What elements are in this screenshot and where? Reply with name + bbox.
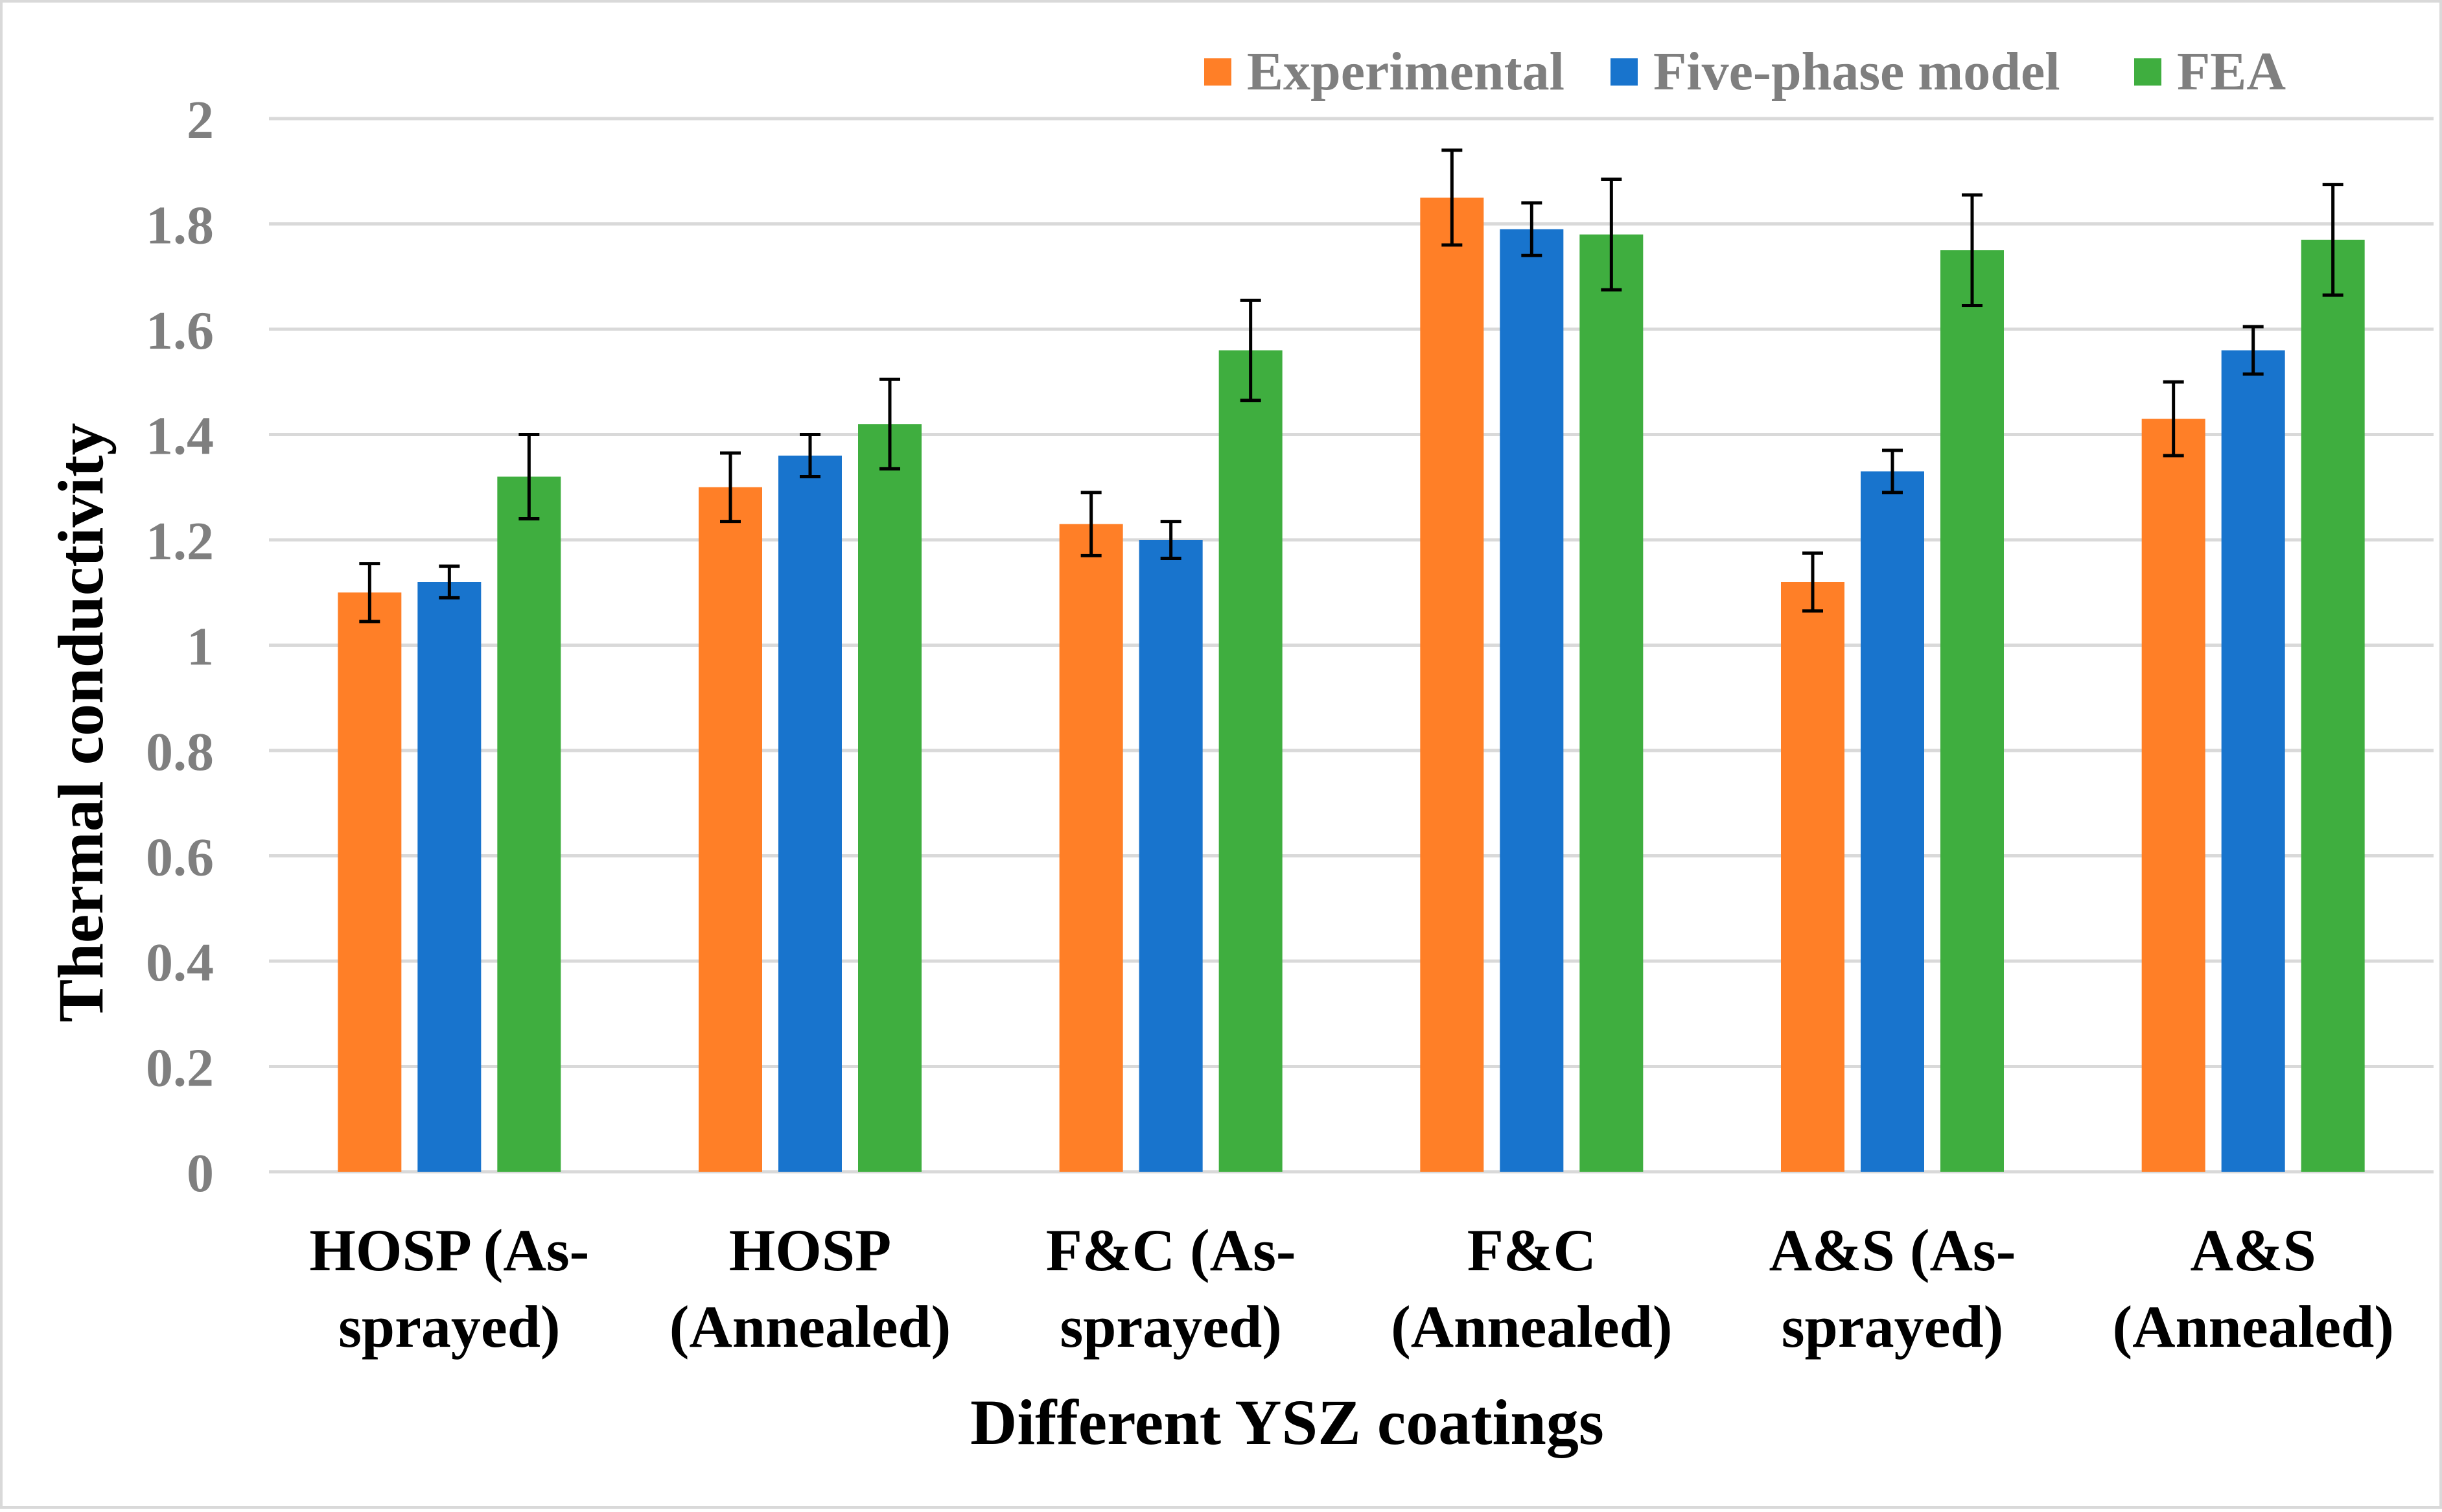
legend-label: FEA bbox=[2177, 41, 2286, 102]
y-tick-label: 0.4 bbox=[146, 933, 214, 993]
bar-experimental bbox=[1420, 197, 1484, 1172]
legend-label: Experimental bbox=[1247, 41, 1564, 102]
y-tick-label: 1.4 bbox=[146, 406, 214, 467]
legend-item-experimental: Experimental bbox=[1204, 41, 1564, 102]
bar-five-phase-model bbox=[778, 456, 842, 1172]
gridlines bbox=[269, 117, 2434, 1174]
error-bar bbox=[2322, 183, 2343, 297]
y-tick-label: 1.8 bbox=[146, 196, 214, 256]
x-tick-label-line: F&C bbox=[1467, 1217, 1596, 1283]
x-tick-label: HOSP (Annealed) bbox=[669, 1217, 951, 1360]
error-bar bbox=[1802, 551, 1823, 613]
legend-item-fea: FEA bbox=[2134, 41, 2286, 102]
y-tick-label: 1 bbox=[187, 617, 214, 677]
y-tick-label: 0 bbox=[187, 1143, 214, 1204]
bar-experimental bbox=[1781, 582, 1844, 1172]
error-bar bbox=[1962, 193, 1983, 307]
x-tick-label: F&C (Annealed) bbox=[1391, 1217, 1672, 1360]
x-tick-label: A&S (Annealed) bbox=[2112, 1217, 2393, 1360]
error-bar bbox=[720, 451, 741, 524]
x-tick-label-line: (Annealed) bbox=[2112, 1294, 2393, 1360]
x-tick-label-line: (Annealed) bbox=[669, 1294, 951, 1360]
x-tick-label-line: A&S (As- bbox=[1769, 1217, 2016, 1283]
y-tick-label: 0.2 bbox=[146, 1038, 214, 1099]
legend-swatch bbox=[1204, 58, 1231, 86]
error-bar bbox=[1882, 448, 1903, 494]
error-bar bbox=[359, 562, 380, 623]
y-tick-label: 2 bbox=[187, 90, 214, 150]
y-axis-ticks: 0 0.2 0.4 0.6 0.8 1 1.2 1.4 1.6 1.8 2 bbox=[146, 90, 214, 1204]
bar-fea bbox=[1218, 350, 1283, 1172]
legend-item-five-phase-model: Five-phase model bbox=[1611, 41, 2060, 102]
bar-fea bbox=[1940, 250, 2004, 1172]
bar-experimental bbox=[699, 487, 762, 1172]
y-tick-label: 1.6 bbox=[146, 301, 214, 361]
error-bar bbox=[1601, 177, 1622, 292]
x-tick-label-line: sprayed) bbox=[338, 1294, 560, 1360]
x-tick-label: F&C (As-sprayed) bbox=[1046, 1217, 1296, 1360]
y-tick-label: 0.8 bbox=[146, 722, 214, 782]
x-tick-label-line: (Annealed) bbox=[1391, 1294, 1672, 1360]
bar-five-phase-model bbox=[1861, 471, 1924, 1172]
bar-experimental bbox=[338, 592, 402, 1172]
bar-five-phase-model bbox=[417, 582, 482, 1172]
bar-fea bbox=[2301, 239, 2365, 1172]
bar-five-phase-model bbox=[2221, 350, 2285, 1172]
y-tick-label: 1.2 bbox=[146, 511, 214, 572]
x-tick-label-line: sprayed) bbox=[1782, 1294, 2003, 1360]
bar-five-phase-model bbox=[1500, 229, 1564, 1172]
x-tick-label: A&S (As-sprayed) bbox=[1769, 1217, 2016, 1360]
bar-fea bbox=[858, 424, 922, 1172]
error-bar bbox=[1160, 520, 1181, 560]
error-bar bbox=[518, 433, 540, 520]
legend: Experimental Five-phase model FEA bbox=[1204, 41, 2286, 102]
bars bbox=[338, 197, 2365, 1172]
error-bar bbox=[439, 564, 460, 599]
y-axis-title: Thermal conductivity bbox=[45, 423, 117, 1023]
bar-experimental bbox=[1059, 524, 1123, 1172]
error-bar bbox=[879, 377, 900, 471]
x-tick-label-line: A&S bbox=[2191, 1217, 2316, 1283]
error-bar bbox=[1441, 148, 1463, 247]
x-tick-label-line: sprayed) bbox=[1060, 1294, 1281, 1360]
bar-fea bbox=[497, 476, 561, 1172]
legend-swatch bbox=[2134, 58, 2161, 86]
x-tick-label-line: HOSP bbox=[729, 1217, 891, 1283]
bar-fea bbox=[1579, 234, 1644, 1172]
error-bar bbox=[2163, 380, 2184, 458]
error-bar bbox=[800, 433, 820, 478]
legend-swatch bbox=[1611, 58, 1638, 86]
error-bar bbox=[1240, 298, 1261, 402]
x-axis-ticks: HOSP (As-sprayed) HOSP (Annealed) F&C (As-s… bbox=[309, 1217, 2394, 1360]
error-bar bbox=[2242, 325, 2264, 376]
error-bars bbox=[359, 148, 2343, 623]
x-tick-label-line: HOSP (As- bbox=[309, 1217, 589, 1283]
legend-label: Five-phase model bbox=[1653, 41, 2060, 102]
bar-five-phase-model bbox=[1139, 540, 1203, 1172]
x-tick-label-line: F&C (As- bbox=[1046, 1217, 1296, 1283]
bar-experimental bbox=[2141, 419, 2205, 1172]
y-tick-label: 0.6 bbox=[146, 828, 214, 888]
error-bar bbox=[1521, 201, 1542, 257]
error-bar bbox=[1080, 491, 1102, 557]
x-tick-label: HOSP (As-sprayed) bbox=[309, 1217, 589, 1360]
x-axis-title: Different YSZ coatings bbox=[970, 1386, 1604, 1458]
